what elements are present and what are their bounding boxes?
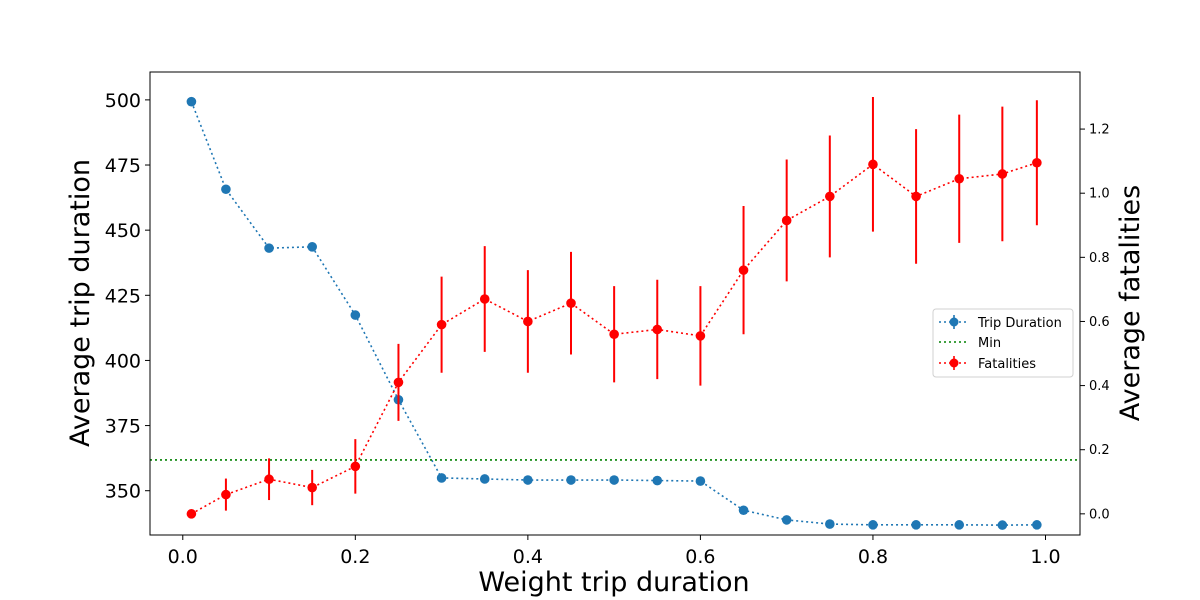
trip-duration-point (868, 520, 878, 530)
trip-duration-point (954, 520, 965, 530)
y2-tick-label: 0.4 (1089, 379, 1110, 394)
trip-duration-point (350, 310, 361, 320)
x-tick-label: 0.4 (513, 546, 543, 568)
fatalities-point (221, 489, 231, 500)
y-tick-label: 475 (105, 155, 141, 177)
fatalities-point (652, 324, 663, 335)
y2-tick-label: 0.6 (1089, 315, 1110, 330)
fatalities-point (1032, 157, 1042, 168)
trip-duration-point (479, 474, 490, 484)
legend-label-trip-duration: Trip Duration (977, 316, 1062, 331)
x-tick-label: 1.0 (1030, 546, 1060, 568)
legend-entry-min: Min (939, 336, 1001, 351)
trip-duration-point (566, 475, 576, 485)
trip-duration-point (264, 243, 274, 253)
trip-duration-point (523, 475, 533, 485)
plot-frame (149, 71, 1081, 536)
fatalities-point (911, 191, 921, 202)
axes-layer: 0.0 0.2 0.4 0.6 0.8 1.0 350 375 400 425 450 475 500 0… (105, 90, 1110, 568)
fatalities-point (393, 377, 404, 388)
legend-entry-trip-duration: Trip Duration (939, 315, 1062, 331)
y-tick-label: 425 (105, 285, 141, 307)
trip-duration-point (1032, 520, 1042, 530)
x-tick-label: 0.6 (685, 546, 715, 568)
y-tick-label: 400 (105, 350, 141, 372)
y-tick-label: 375 (105, 416, 141, 438)
y2-tick-label: 0.8 (1089, 251, 1110, 266)
legend-label-min: Min (978, 336, 1001, 351)
plot-layer (150, 96, 1080, 530)
fatalities-point (186, 509, 197, 519)
trip-duration-point (997, 520, 1008, 530)
fatalities-point (264, 474, 274, 485)
trip-duration-point (221, 184, 231, 195)
y2-tick-label: 0.0 (1089, 507, 1110, 522)
trip-duration-point (609, 475, 619, 485)
legend-label-fatalities: Fatalities (978, 357, 1036, 372)
fatalities-point (695, 331, 706, 341)
y2-axis-label: Average fatalities (1115, 185, 1146, 421)
y-tick-label: 350 (105, 481, 141, 503)
fatalities-point (307, 482, 317, 493)
fatalities-point (954, 173, 965, 184)
y-axis-label: Average trip duration (65, 159, 96, 447)
legend-entry-fatalities: Fatalities (939, 356, 1036, 372)
trip-duration-point (186, 96, 197, 107)
x-tick-label: 0.8 (858, 546, 888, 568)
y2-tick-label: 1.0 (1089, 187, 1110, 202)
y-tick-label: 500 (105, 90, 141, 112)
fatalities-point (566, 298, 576, 308)
fatalities-point (997, 169, 1008, 179)
fatalities-point (609, 329, 619, 340)
trip-duration-point (436, 473, 447, 483)
trip-duration-point (911, 520, 921, 530)
trip-duration-point (781, 515, 792, 525)
x-tick-label: 0.0 (168, 546, 198, 568)
fatalities-point (781, 215, 792, 226)
trip-duration-point (738, 505, 749, 516)
fatalities-point (479, 294, 490, 304)
trip-duration-point (652, 475, 663, 486)
fatalities-point (436, 319, 447, 330)
fatalities-point (738, 265, 749, 275)
fatalities-line (191, 161, 1038, 515)
fatalities-point (350, 461, 361, 472)
fatalities-point (868, 159, 878, 170)
x-axis-label: Weight trip duration (478, 567, 749, 598)
y2-tick-label: 1.2 (1089, 123, 1110, 138)
trip-duration-point (825, 519, 835, 529)
fatalities-point (825, 191, 835, 202)
y2-tick-label: 0.2 (1089, 443, 1110, 458)
x-tick-label: 0.2 (340, 546, 370, 568)
trip-duration-point (695, 476, 706, 486)
legend: Trip Duration Min Fatalities (932, 308, 1074, 378)
y-tick-label: 450 (105, 220, 141, 242)
legend-box (932, 308, 1074, 378)
trip-duration-line (190, 101, 1037, 526)
fatalities-point (523, 316, 533, 327)
trip-duration-point (307, 242, 317, 252)
